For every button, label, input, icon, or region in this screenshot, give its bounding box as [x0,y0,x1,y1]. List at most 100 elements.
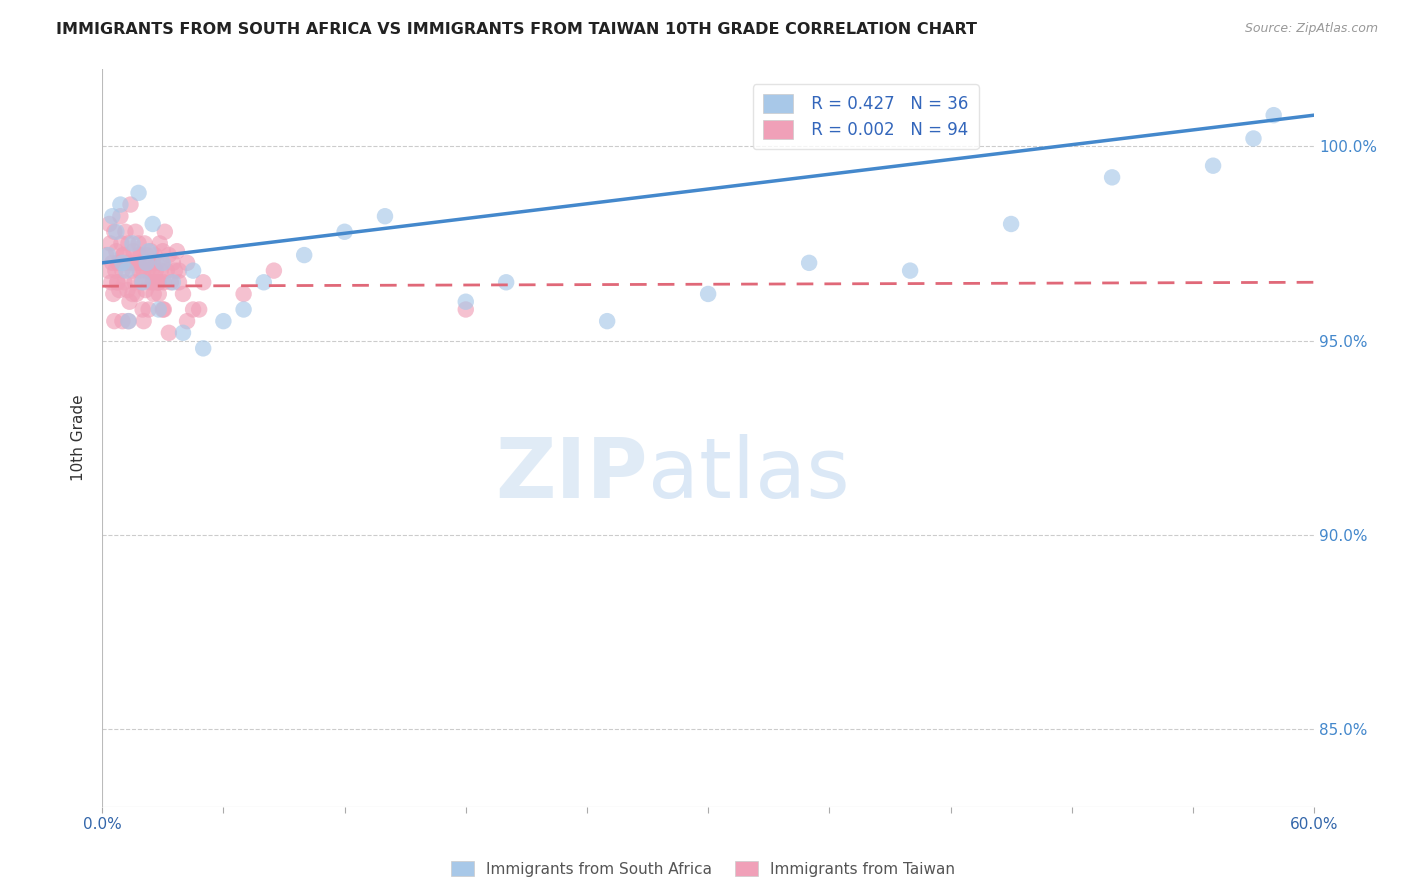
Point [134,236,156,251]
Point [138,244,160,259]
Point [97,248,120,262]
Point [135,248,157,262]
Text: IMMIGRANTS FROM SOUTH AFRICA VS IMMIGRANTS FROM TAIWAN 10TH GRADE CORRELATION CH: IMMIGRANTS FROM SOUTH AFRICA VS IMMIGRAN… [56,22,977,37]
Point [136,263,159,277]
Point [263,263,285,277]
Point [157,326,180,340]
Point [101,209,124,223]
Point [117,283,139,297]
Point [181,263,204,277]
Point [110,197,132,211]
Text: atlas: atlas [648,434,849,516]
Point [374,209,396,223]
Point [149,263,172,277]
Point [107,256,129,270]
Point [454,302,477,317]
Point [125,287,148,301]
Point [121,236,143,251]
Point [117,314,139,328]
Point [111,256,134,270]
Point [145,256,167,270]
Point [128,186,150,200]
Point [797,256,820,270]
Point [117,256,139,270]
Point [172,287,194,301]
Point [162,275,184,289]
Point [115,263,138,277]
Text: Source: ZipAtlas.com: Source: ZipAtlas.com [1244,22,1378,36]
Point [110,236,132,251]
Point [188,302,211,317]
Point [97,263,120,277]
Legend:  R = 0.427   N = 36,  R = 0.002   N = 94: R = 0.427 N = 36, R = 0.002 N = 94 [752,84,979,149]
Point [122,244,145,259]
Point [148,287,170,301]
Point [112,248,135,262]
Point [142,217,165,231]
Point [135,256,157,270]
Point [138,256,160,270]
Point [150,256,173,270]
Point [193,275,215,289]
Point [454,294,477,309]
Point [105,244,128,259]
Point [124,275,146,289]
Point [152,244,174,259]
Point [138,275,160,289]
Point [128,248,150,262]
Point [104,263,127,277]
Point [117,314,139,328]
Point [103,314,125,328]
Point [232,302,254,317]
Point [212,314,235,328]
Point [115,256,138,270]
Point [142,287,165,301]
Point [146,275,169,289]
Point [176,256,198,270]
Point [131,275,153,289]
Point [148,302,170,317]
Point [118,294,141,309]
Point [101,256,124,270]
Point [105,275,128,289]
Point [333,225,356,239]
Point [98,236,121,251]
Point [131,256,153,270]
Legend: Immigrants from South Africa, Immigrants from Taiwan: Immigrants from South Africa, Immigrants… [443,853,963,884]
Point [142,275,165,289]
Point [1263,108,1285,122]
Point [153,225,176,239]
Point [141,263,163,277]
Point [163,263,186,277]
Point [1202,159,1225,173]
Point [100,275,122,289]
Point [162,256,184,270]
Point [103,225,125,239]
Point [166,244,188,259]
Point [138,302,160,317]
Point [131,275,153,289]
Point [176,314,198,328]
Point [139,244,162,259]
Point [103,287,125,301]
Point [156,263,179,277]
Point [96,248,118,262]
Point [111,263,134,277]
Point [697,287,720,301]
Point [112,248,135,262]
Point [131,302,153,317]
Point [117,236,139,251]
Point [111,314,134,328]
Point [232,287,254,301]
Point [495,275,517,289]
Point [121,256,143,270]
Point [121,287,143,301]
Point [149,236,172,251]
Point [167,275,190,289]
Point [107,256,129,270]
Point [152,302,174,317]
Point [1101,170,1123,185]
Point [157,248,180,262]
Point [124,225,146,239]
Point [153,302,176,317]
